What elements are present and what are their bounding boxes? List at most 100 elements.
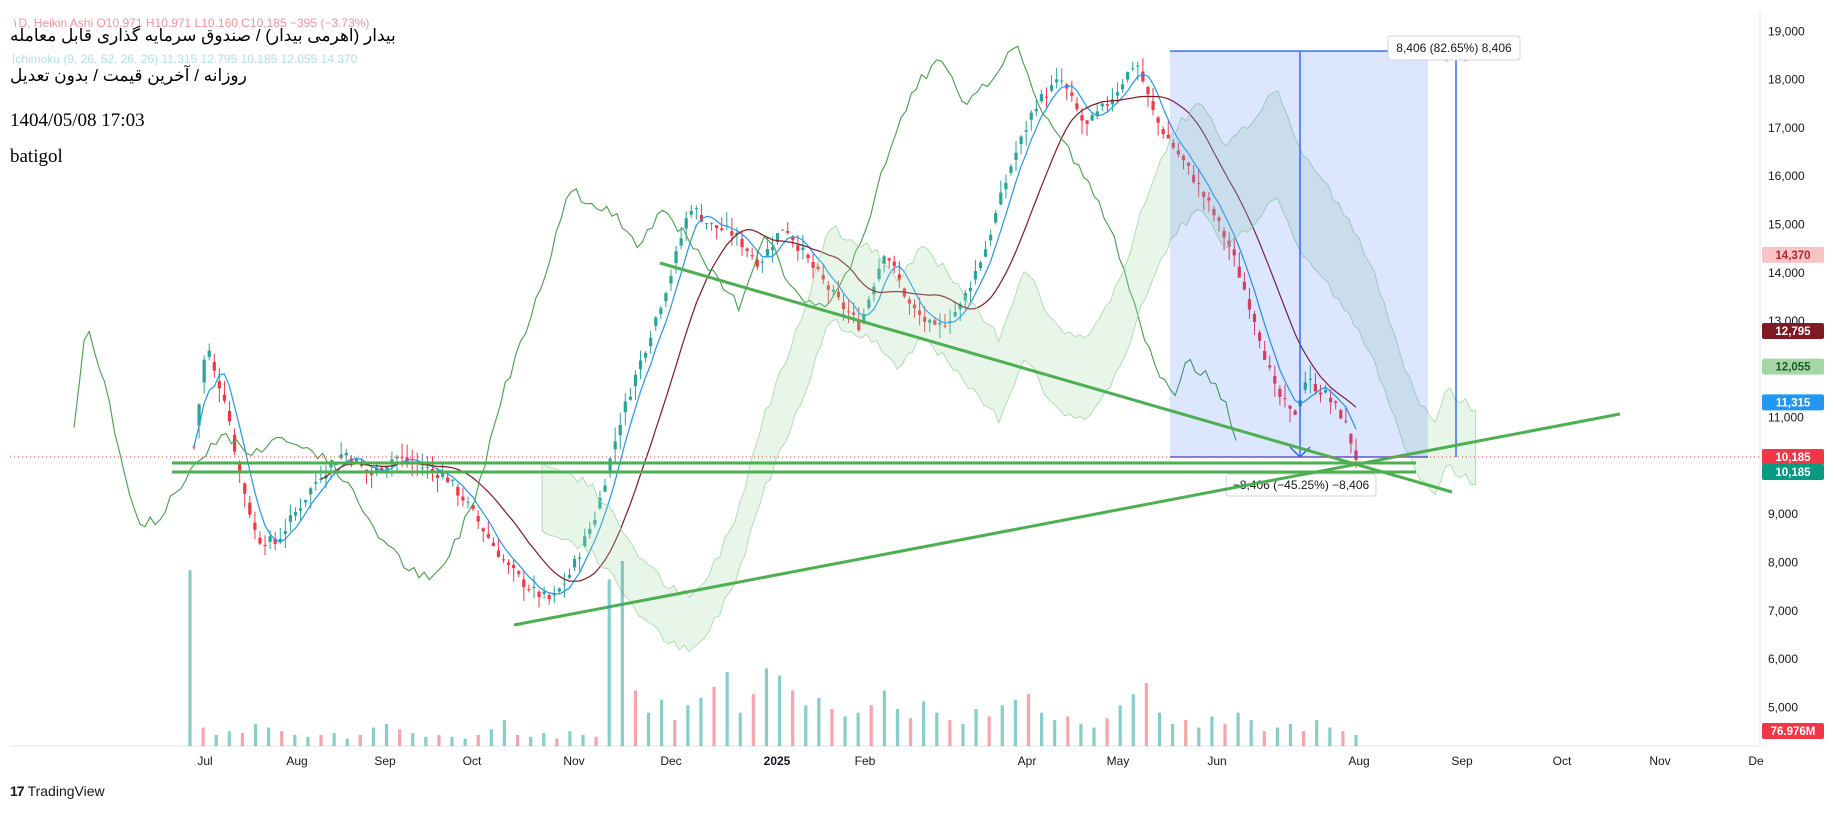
volume-bar xyxy=(699,697,703,746)
volume-bar xyxy=(398,729,402,746)
candle-body xyxy=(385,466,389,470)
volume-bar xyxy=(1328,727,1332,746)
candle-body xyxy=(527,589,531,591)
candle-body xyxy=(238,462,242,472)
y-tick-label: 8,000 xyxy=(1768,556,1798,570)
candle-body xyxy=(512,564,516,569)
volume-bar xyxy=(267,727,271,746)
volume-bar xyxy=(1275,727,1279,746)
volume-bar xyxy=(843,716,847,746)
lagging-span xyxy=(73,45,1237,581)
candle-body xyxy=(1293,410,1297,415)
candle-body xyxy=(578,557,582,559)
tradingview-logo[interactable]: 17 TradingView xyxy=(10,783,105,799)
candle-body xyxy=(654,317,658,326)
volume-bar xyxy=(555,738,559,746)
volume-bar xyxy=(529,736,533,746)
volume-bar xyxy=(738,712,742,746)
candle-body xyxy=(649,337,653,347)
volume-bar xyxy=(515,734,520,746)
candle-body xyxy=(278,538,282,543)
candle-body xyxy=(339,454,343,458)
x-tick-label: May xyxy=(1107,754,1130,768)
candle-body xyxy=(811,262,815,268)
candle-body xyxy=(877,268,881,280)
candle-body xyxy=(846,311,851,313)
candle-body xyxy=(862,313,866,323)
volume-bar xyxy=(1157,712,1162,746)
volume-bar xyxy=(411,733,415,746)
conversion-line xyxy=(193,73,1357,595)
volume-bar xyxy=(1197,727,1201,746)
candle-body xyxy=(314,482,318,484)
volume-bar xyxy=(869,705,873,746)
candle-body xyxy=(1060,80,1064,82)
tradingview-text: TradingView xyxy=(27,783,105,799)
candle-body xyxy=(1313,384,1318,392)
candle-body xyxy=(425,466,430,468)
price-label-box xyxy=(1762,463,1824,480)
candle-body xyxy=(1176,150,1181,155)
candle-body xyxy=(207,350,211,357)
candle-body xyxy=(1141,71,1145,82)
volume-bar xyxy=(633,690,638,746)
candle-body xyxy=(923,316,927,322)
volume-bar xyxy=(817,697,821,746)
candle-body xyxy=(1278,388,1282,397)
candle-body xyxy=(456,487,460,496)
candle-body xyxy=(557,588,561,592)
candle-body xyxy=(1034,108,1038,112)
candle-body xyxy=(552,593,556,596)
candle-body xyxy=(532,586,536,588)
volume-bar xyxy=(764,668,769,746)
volume-bar xyxy=(1170,723,1175,746)
candle-body xyxy=(618,425,622,436)
candle-body xyxy=(1227,240,1231,247)
candle-body xyxy=(684,218,688,229)
candle-body xyxy=(943,325,947,327)
volume-bar xyxy=(1105,718,1109,746)
candle-body xyxy=(248,502,252,515)
candle-body xyxy=(593,519,597,525)
volume-bar xyxy=(214,734,218,746)
volume-bar xyxy=(1144,683,1148,746)
candle-body xyxy=(1004,182,1008,190)
candle-body xyxy=(699,214,704,222)
volume-bar xyxy=(660,699,664,746)
candle-body xyxy=(1222,230,1226,238)
base-line xyxy=(320,95,1357,582)
candle-body xyxy=(644,352,648,358)
price-label-box xyxy=(1762,358,1824,375)
candle-body xyxy=(1197,183,1201,185)
price-label-text: 11,315 xyxy=(1776,397,1811,409)
volume-bar xyxy=(922,701,926,746)
candle-body xyxy=(973,270,978,280)
volume-bar xyxy=(502,720,507,746)
candle-body xyxy=(1070,92,1074,96)
y-tick-label: 7,000 xyxy=(1768,604,1798,618)
volume-bar xyxy=(830,709,834,746)
candle-body xyxy=(344,452,348,456)
chart-date: 1404/05/08 17:03 xyxy=(10,110,145,131)
chart-title: بیدار (اهرمی بیدار) / صندوق سرمایه گذاری… xyxy=(10,26,396,45)
candle-body xyxy=(329,462,333,468)
volume-bar xyxy=(1131,694,1135,746)
volume-bar xyxy=(856,712,860,746)
candle-body xyxy=(968,287,972,292)
candle-body xyxy=(1242,281,1246,290)
volume-bar xyxy=(961,723,965,746)
price-label: 10,185 xyxy=(1762,463,1824,480)
candle-body xyxy=(588,528,592,535)
candle-body xyxy=(298,508,303,511)
volume-bar xyxy=(1184,720,1188,746)
candle-body xyxy=(1354,450,1358,460)
volume-bar xyxy=(620,561,624,746)
candle-body xyxy=(1100,103,1104,107)
candle-body xyxy=(471,505,475,509)
candle-body xyxy=(689,210,693,215)
candle-body xyxy=(567,574,572,578)
candle-body xyxy=(562,583,567,585)
candle-body xyxy=(994,213,998,223)
candle-body xyxy=(1014,152,1018,160)
